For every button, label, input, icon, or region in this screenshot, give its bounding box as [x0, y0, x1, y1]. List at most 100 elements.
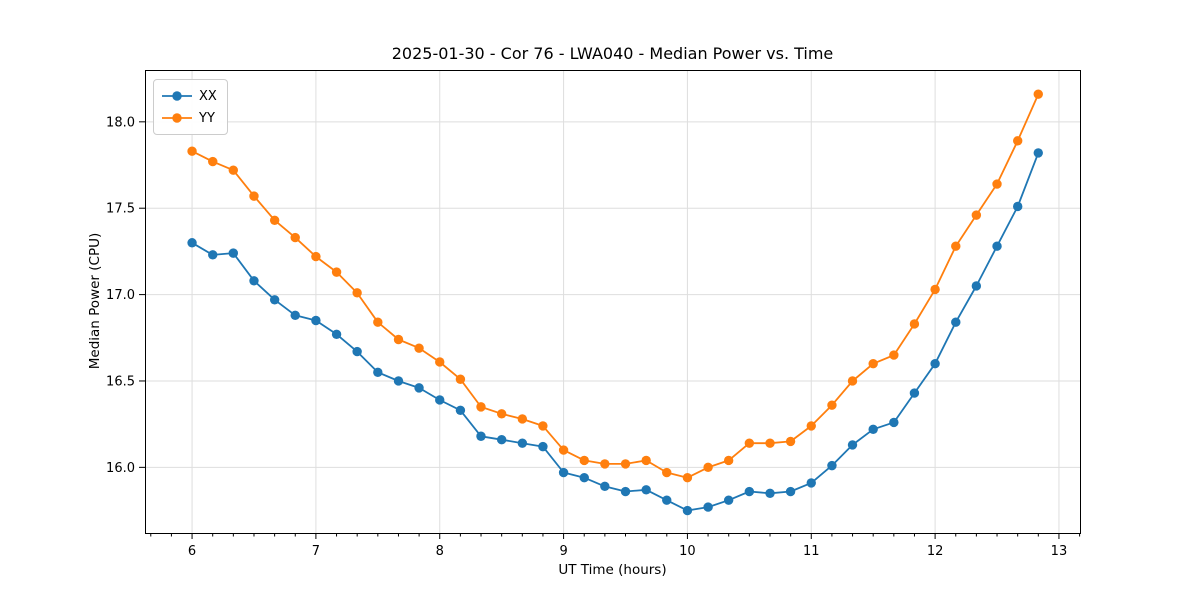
data-point-YY	[971, 210, 982, 220]
series-line-XX	[191, 152, 1040, 512]
data-point-XX	[414, 383, 424, 393]
data-point-YY	[847, 376, 858, 386]
data-point-YY	[476, 402, 486, 412]
x-tick-label: 9	[559, 544, 567, 559]
data-point-XX	[662, 495, 672, 505]
data-point-YY	[930, 284, 940, 295]
data-point-XX	[496, 435, 507, 445]
series-line-YY	[191, 93, 1040, 479]
data-point-XX	[620, 486, 631, 497]
data-point-XX	[847, 440, 858, 450]
legend-marker-YY	[162, 113, 192, 123]
y-tick-label: 18.0	[106, 115, 135, 130]
data-point-XX	[930, 358, 940, 369]
data-point-YY	[703, 462, 713, 473]
data-point-YY	[785, 436, 796, 447]
data-point-YY	[744, 438, 755, 448]
data-point-YY	[393, 334, 404, 345]
plot-border	[145, 70, 1081, 534]
data-point-YY	[414, 343, 424, 353]
data-point-YY	[723, 455, 734, 466]
data-point-YY	[331, 267, 342, 277]
data-point-YY	[496, 409, 507, 419]
legend-marker-XX	[162, 91, 192, 101]
data-point-XX	[785, 486, 796, 497]
data-point-XX	[744, 486, 755, 497]
data-point-YY	[249, 191, 259, 201]
data-point-YY	[558, 445, 569, 455]
data-point-XX	[352, 346, 362, 357]
data-point-YY	[992, 179, 1002, 189]
data-point-YY	[311, 251, 321, 262]
legend-item-XX: XX	[162, 85, 217, 107]
data-point-YY	[538, 421, 548, 431]
data-point-YY	[290, 232, 300, 243]
data-point-XX	[290, 310, 300, 321]
data-point-XX	[868, 424, 878, 435]
data-point-YY	[641, 455, 651, 466]
data-point-XX	[331, 329, 342, 340]
chart-title: 2025-01-30 - Cor 76 - LWA040 - Median Po…	[391, 44, 834, 63]
data-point-XX	[806, 478, 816, 488]
data-point-XX	[208, 250, 218, 260]
data-point-XX	[476, 431, 486, 441]
legend-item-YY: YY	[162, 107, 217, 129]
data-point-XX	[435, 395, 445, 405]
data-point-YY	[208, 156, 218, 167]
data-point-YY	[662, 467, 672, 478]
data-point-YY	[352, 288, 362, 298]
x-tick-label: 11	[803, 544, 820, 559]
y-tick-label: 16.5	[106, 374, 135, 389]
data-point-YY	[600, 459, 610, 469]
data-point-XX	[558, 467, 569, 478]
data-point-XX	[992, 241, 1002, 251]
data-point-YY	[620, 459, 631, 469]
data-point-XX	[393, 376, 404, 386]
data-point-XX	[455, 405, 466, 416]
data-point-XX	[373, 367, 383, 378]
data-point-XX	[765, 488, 775, 498]
x-axis-label: UT Time (hours)	[558, 562, 667, 578]
data-point-YY	[373, 317, 383, 327]
data-point-XX	[249, 276, 259, 286]
data-point-XX	[538, 441, 548, 452]
data-point-XX	[909, 388, 920, 398]
data-point-YY	[228, 165, 238, 175]
x-tick-label: 13	[1051, 544, 1068, 559]
x-tick-label: 10	[679, 544, 696, 559]
legend: XX YY	[153, 79, 228, 135]
data-point-XX	[889, 417, 899, 428]
data-point-XX	[187, 238, 197, 248]
data-point-XX	[682, 505, 693, 516]
data-point-XX	[723, 495, 734, 505]
legend-label: XX	[199, 88, 217, 104]
x-tick-label: 8	[436, 544, 444, 559]
y-tick-label: 17.5	[106, 202, 135, 217]
data-point-XX	[951, 317, 961, 327]
data-point-XX	[269, 295, 280, 305]
data-point-YY	[1013, 136, 1023, 146]
data-point-XX	[517, 438, 528, 448]
y-axis-label: Median Power (CPU)	[87, 232, 103, 370]
x-tick-label: 6	[188, 544, 196, 559]
data-point-XX	[827, 460, 837, 471]
data-point-XX	[641, 485, 651, 495]
data-point-YY	[269, 215, 280, 226]
data-point-XX	[311, 315, 321, 326]
data-point-YY	[827, 400, 837, 410]
data-point-YY	[682, 473, 693, 483]
data-point-XX	[228, 248, 238, 258]
y-tick-label: 16.0	[106, 461, 135, 476]
data-point-XX	[1013, 201, 1023, 212]
data-point-XX	[971, 281, 982, 291]
data-point-XX	[600, 481, 610, 492]
data-point-YY	[1033, 89, 1043, 99]
data-point-YY	[187, 146, 197, 156]
data-point-YY	[951, 241, 961, 251]
data-point-YY	[579, 455, 589, 466]
data-point-XX	[703, 502, 713, 512]
data-point-YY	[517, 414, 528, 424]
data-point-XX	[1033, 148, 1043, 158]
